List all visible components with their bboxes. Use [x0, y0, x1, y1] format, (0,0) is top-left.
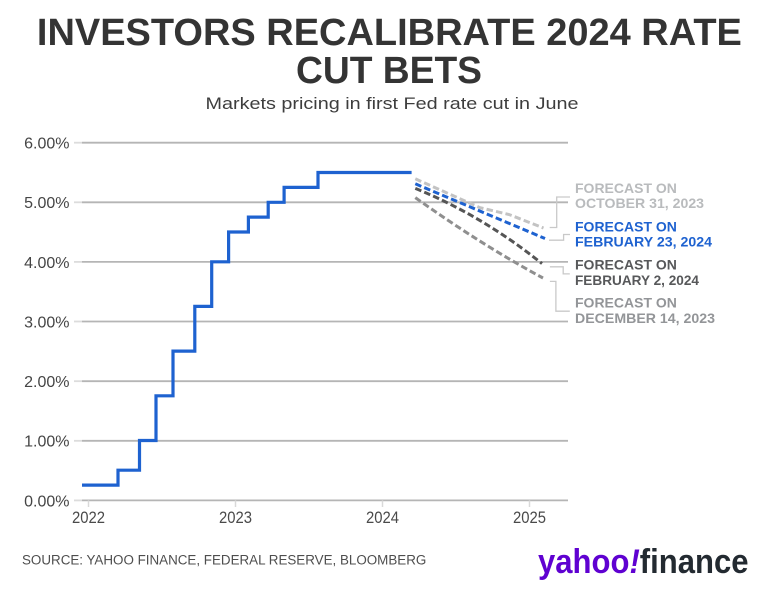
svg-text:Markets pricing in first Fed r: Markets pricing in first Fed rate cut in… — [206, 94, 579, 113]
svg-text:CUT BETS: CUT BETS — [296, 49, 482, 92]
svg-text:0.00%: 0.00% — [24, 493, 69, 510]
svg-text:2022: 2022 — [72, 509, 105, 527]
svg-text:2023: 2023 — [219, 509, 252, 527]
svg-text:FORECAST ON: FORECAST ON — [575, 257, 677, 273]
svg-text:6.00%: 6.00% — [24, 136, 69, 153]
svg-text:2.00%: 2.00% — [24, 374, 69, 391]
svg-text:2025: 2025 — [513, 509, 546, 527]
svg-text:3.00%: 3.00% — [24, 314, 69, 331]
svg-text:INVESTORS RECALIBRATE 2024 RAT: INVESTORS RECALIBRATE 2024 RATE — [37, 11, 742, 54]
svg-text:4.00%: 4.00% — [24, 255, 69, 272]
svg-text:FEBRUARY 23, 2024: FEBRUARY 23, 2024 — [575, 234, 712, 250]
svg-text:SOURCE: YAHOO FINANCE, FEDERAL: SOURCE: YAHOO FINANCE, FEDERAL RESERVE, … — [22, 553, 426, 568]
svg-text:1.00%: 1.00% — [24, 434, 69, 451]
svg-text:OCTOBER 31, 2023: OCTOBER 31, 2023 — [575, 195, 704, 211]
svg-text:yahoo!finance: yahoo!finance — [538, 543, 749, 581]
svg-text:DECEMBER 14, 2023: DECEMBER 14, 2023 — [575, 310, 715, 326]
svg-text:2024: 2024 — [366, 509, 399, 527]
svg-text:FEBRUARY 2, 2024: FEBRUARY 2, 2024 — [575, 272, 699, 288]
svg-text:FORECAST ON: FORECAST ON — [575, 180, 677, 196]
svg-text:FORECAST ON: FORECAST ON — [575, 218, 677, 234]
svg-text:FORECAST ON: FORECAST ON — [575, 295, 677, 311]
svg-text:5.00%: 5.00% — [24, 195, 69, 212]
